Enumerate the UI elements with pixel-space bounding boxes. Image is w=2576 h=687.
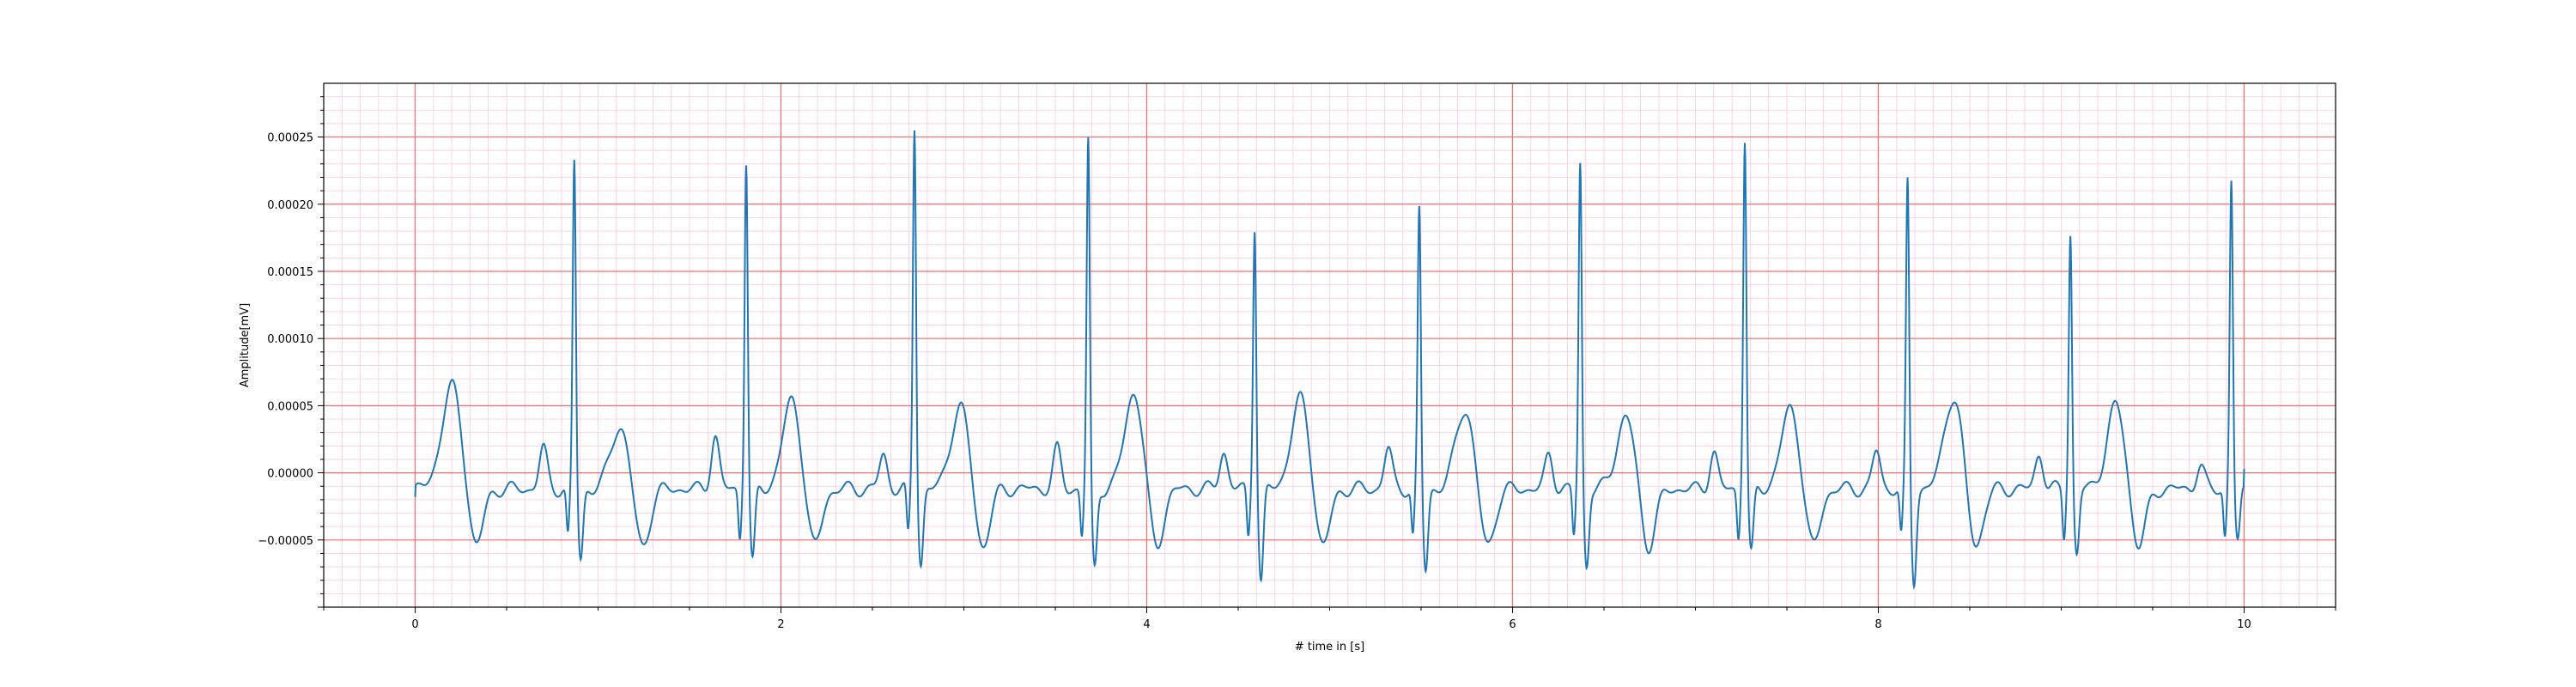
major-grid — [324, 83, 2336, 607]
y-axis-label: Amplitude[mV] — [239, 303, 252, 387]
x-tick-label: 8 — [1874, 618, 1881, 631]
x-tick-label: 0 — [411, 618, 418, 631]
y-tick-label: 0.00010 — [267, 333, 313, 346]
y-tick-label: 0.00020 — [267, 199, 313, 212]
x-tick-label: 2 — [777, 618, 784, 631]
y-tick-label: 0.00015 — [267, 266, 313, 279]
y-tick-label: 0.00005 — [267, 400, 313, 413]
y-tick-label: 0.00000 — [267, 468, 313, 481]
y-tick-label: −0.00005 — [258, 535, 313, 548]
y-tick-label: 0.00025 — [267, 132, 313, 145]
minor-grid — [323, 83, 2336, 608]
x-tick-label: 10 — [2237, 618, 2251, 631]
x-tick-label: 6 — [1509, 618, 1516, 631]
tick-labels: 0 2 4 6 8 10 −0.00005 0.00000 0.00005 0.00010 0.00… — [258, 132, 2251, 631]
ecg-signal-line — [414, 130, 2245, 590]
x-tick-label: 4 — [1143, 618, 1150, 631]
plot-frame — [323, 82, 2336, 608]
axis-ticks — [318, 96, 2336, 613]
x-axis-label: # time in [s] — [1295, 641, 1364, 654]
